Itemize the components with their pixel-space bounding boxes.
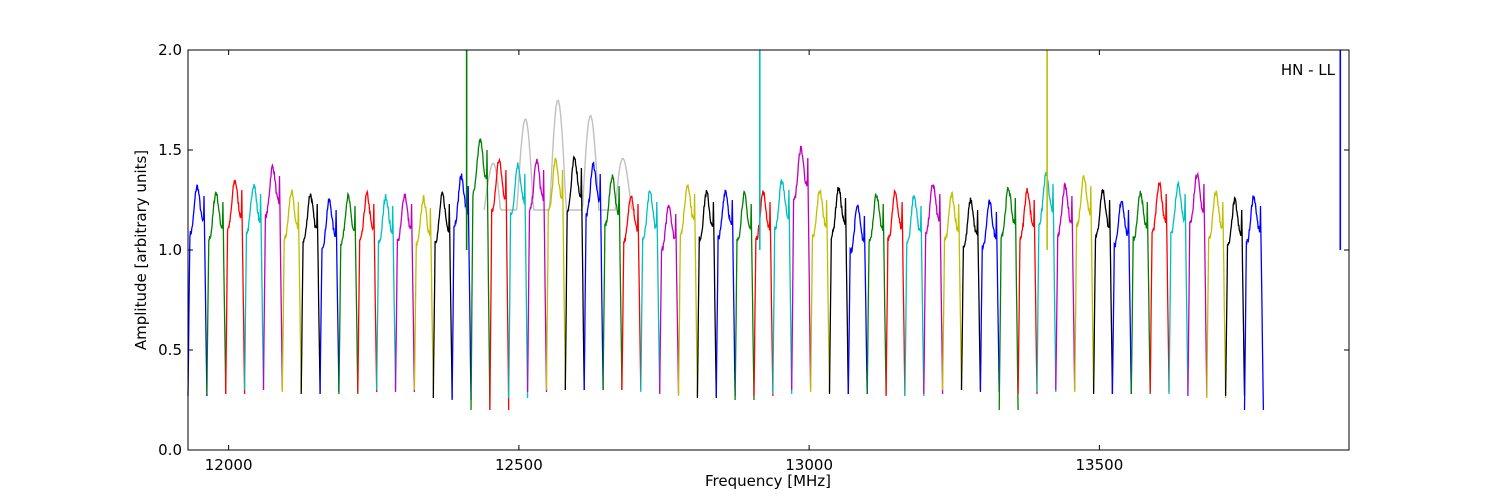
channel-trace-5 xyxy=(262,163,283,391)
y-tick-label: 0.0 xyxy=(158,441,182,459)
channel-trace-24 xyxy=(621,195,642,391)
channel-trace-51 xyxy=(1130,190,1151,395)
x-tick-label: 12000 xyxy=(205,456,253,474)
channel-trace-12 xyxy=(394,193,416,393)
channel-trace-19 xyxy=(526,158,548,393)
channel-trace-25 xyxy=(640,190,661,393)
channel-trace-18 xyxy=(508,162,529,399)
channel-trace-22 xyxy=(583,161,604,391)
channel-trace-56 xyxy=(1224,196,1246,397)
channel-trace-48 xyxy=(1074,174,1095,393)
channel-trace-33 xyxy=(791,145,812,391)
channel-trace-42 xyxy=(960,197,982,391)
channel-trace-37 xyxy=(866,193,887,395)
y-tick-label: 0.5 xyxy=(158,341,182,359)
y-tick-label: 1.0 xyxy=(158,241,182,259)
channel-trace-21 xyxy=(564,155,585,391)
channel-trace-29 xyxy=(715,189,736,397)
channel-trace-4 xyxy=(243,183,265,391)
channel-trace-40 xyxy=(923,184,944,395)
channel-trace-55 xyxy=(1206,190,1227,399)
channel-trace-28 xyxy=(696,189,717,399)
y-tick-label: 1.5 xyxy=(158,141,182,159)
series-layer xyxy=(187,50,1342,411)
channel-trace-16 xyxy=(470,138,491,411)
channel-trace-49 xyxy=(1092,188,1114,395)
channel-trace-57 xyxy=(1243,195,1265,411)
x-tick-label: 13500 xyxy=(1076,456,1124,474)
channel-trace-30 xyxy=(734,190,755,401)
plot-frame xyxy=(187,49,1350,451)
series-annotation-label: HN - LL xyxy=(1281,61,1336,79)
channel-trace-45 xyxy=(1017,187,1038,395)
channel-trace-50 xyxy=(1111,200,1132,395)
channel-trace-9 xyxy=(338,191,359,395)
channel-trace-43 xyxy=(979,199,1000,393)
x-axis-label: Frequency [MHz] xyxy=(705,472,831,490)
channel-trace-31 xyxy=(753,190,774,397)
channel-trace-17 xyxy=(489,157,510,411)
channel-trace-41 xyxy=(941,190,963,391)
channel-trace-44 xyxy=(998,186,1019,411)
channel-trace-8 xyxy=(319,198,340,393)
x-tick-label: 13000 xyxy=(785,456,833,474)
channel-trace-7 xyxy=(300,193,321,395)
channel-trace-6 xyxy=(281,189,302,393)
y-tick-label: 2.0 xyxy=(158,41,182,59)
ticks-layer: 12000 12500 13000 13500 0.0 0.5 1.0 1.5 2.0 xyxy=(158,41,1349,474)
channel-trace-38 xyxy=(885,188,906,397)
channel-trace-47 xyxy=(1055,181,1076,391)
channel-trace-36 xyxy=(847,204,868,395)
channel-trace-34 xyxy=(809,189,831,393)
channel-trace-26 xyxy=(659,204,680,395)
y-axis-label: Amplitude [arbitrary units] xyxy=(132,150,150,350)
channel-trace-13 xyxy=(413,195,434,391)
channel-trace-54 xyxy=(1187,172,1208,397)
channel-trace-15 xyxy=(451,173,472,401)
channel-trace-35 xyxy=(828,186,849,395)
channel-trace-20 xyxy=(545,157,566,391)
background-trace xyxy=(483,99,635,211)
x-tick-label: 12500 xyxy=(495,456,543,474)
channel-trace-27 xyxy=(677,183,699,397)
channel-trace-32 xyxy=(772,179,793,395)
channel-trace-23 xyxy=(602,174,623,391)
channel-trace-14 xyxy=(432,191,453,399)
channel-trace-1 xyxy=(187,184,208,397)
channel-trace-11 xyxy=(376,193,397,391)
channel-trace-52 xyxy=(1149,181,1170,393)
channel-trace-39 xyxy=(904,194,925,397)
channel-trace-3 xyxy=(225,179,246,395)
channel-trace-10 xyxy=(357,189,378,393)
channel-trace-2 xyxy=(206,191,227,395)
channel-trace-53 xyxy=(1168,180,1189,395)
